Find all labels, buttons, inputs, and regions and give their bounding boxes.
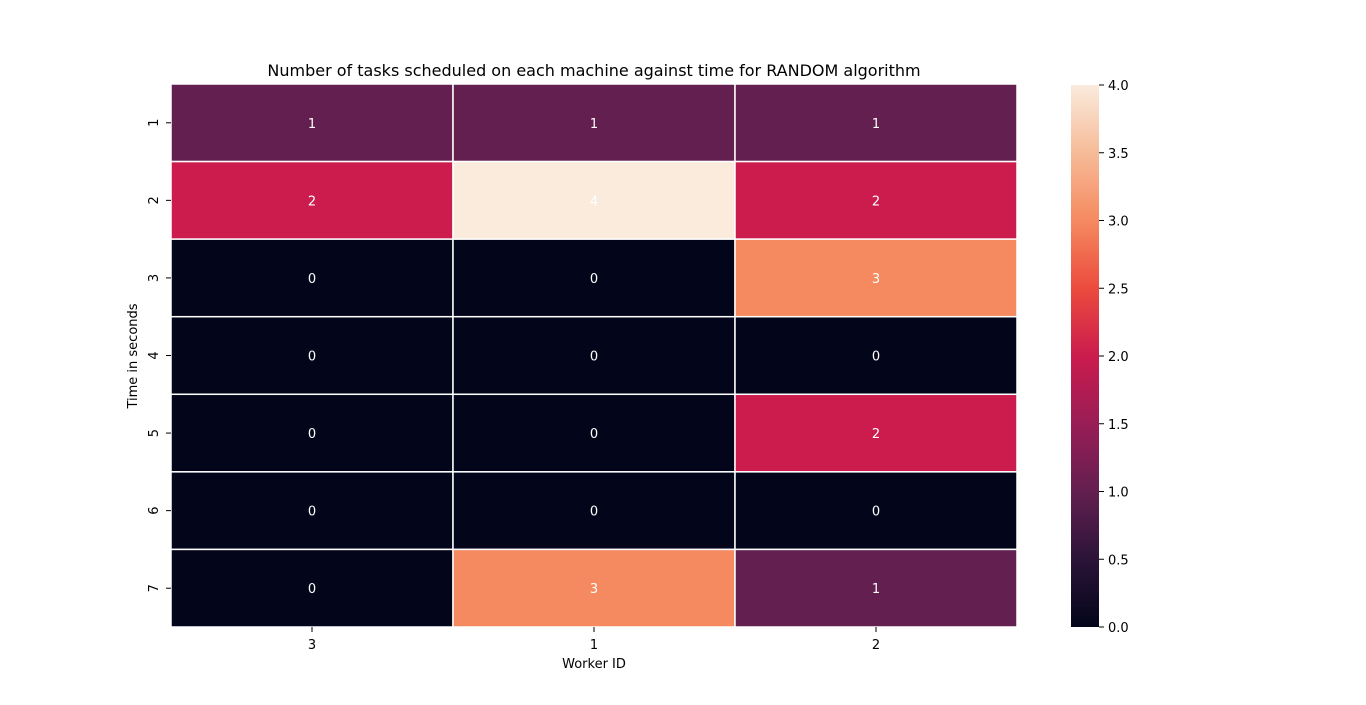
y-axis-label: Time in seconds: [126, 303, 141, 409]
y-tick-label: 2: [147, 196, 162, 204]
heatmap-cell: [452, 471, 736, 551]
y-tick-label: 3: [147, 274, 162, 282]
colorbar-tick-label: 4.0: [1108, 79, 1129, 94]
x-tick-label: 2: [872, 638, 880, 653]
heatmap-cell: [734, 471, 1018, 551]
cell-value-label: 0: [308, 427, 316, 442]
cell-value-label: 0: [590, 272, 598, 287]
cell-value-label: 0: [872, 505, 880, 520]
heatmap-cell: [734, 548, 1018, 628]
heatmap-cell: [734, 83, 1018, 163]
colorbar-tick-label: 0.5: [1108, 553, 1129, 568]
cell-value-label: 0: [308, 582, 316, 597]
colorbar-ticks: 0.0 0.5 1.0 1.5 2.0 2.5 3.0 3.5 4.0: [1099, 79, 1129, 636]
cell-value-label: 2: [872, 427, 880, 442]
heatmap-cell: [734, 315, 1018, 396]
heatmap-cell: [452, 83, 736, 163]
colorbar-tick-label: 2.0: [1108, 350, 1129, 365]
heatmap-cell: [452, 393, 736, 473]
y-tick-label: 6: [147, 507, 162, 515]
cell-value-label: 1: [590, 117, 598, 132]
cell-value-label: 0: [872, 350, 880, 365]
chart-title: Number of tasks scheduled on each machin…: [267, 61, 920, 80]
heatmap-cell: [452, 238, 736, 318]
cell-value-label: 1: [872, 117, 880, 132]
heatmap-cell-labels: 1 1 1 2 4 2 0 0 3 0 0 0 0 0 2 0 0 0 0 3 1: [308, 117, 880, 597]
cell-value-label: 1: [308, 117, 316, 132]
cell-value-label: 0: [308, 350, 316, 365]
heatmap-cell: [170, 83, 454, 163]
heatmap-cells: [170, 83, 1018, 628]
colorbar-tick-label: 2.5: [1108, 282, 1129, 297]
colorbar-tick-label: 1.5: [1108, 418, 1129, 433]
x-axis-label: Worker ID: [562, 657, 626, 672]
heatmap-cell: [170, 315, 454, 396]
colorbar-tick-label: 0.0: [1108, 621, 1129, 636]
y-tick-label: 7: [147, 584, 162, 592]
cell-value-label: 0: [308, 272, 316, 287]
x-tick-label: 1: [590, 638, 598, 653]
heatmap-cell: [452, 548, 736, 628]
heatmap-cell: [452, 160, 736, 240]
y-tick-label: 4: [147, 351, 162, 359]
cell-value-label: 3: [872, 272, 880, 287]
heatmap-cell: [734, 160, 1018, 240]
cell-value-label: 2: [308, 194, 316, 209]
heatmap-cell: [170, 393, 454, 473]
cell-value-label: 2: [872, 194, 880, 209]
x-axis-ticks: 3 1 2: [308, 627, 880, 653]
cell-value-label: 0: [590, 505, 598, 520]
colorbar: [1071, 85, 1099, 627]
cell-value-label: 3: [590, 582, 598, 597]
cell-value-label: 1: [872, 582, 880, 597]
cell-value-label: 0: [590, 427, 598, 442]
heatmap-cell: [170, 548, 454, 628]
x-tick-label: 3: [308, 638, 316, 653]
y-axis-ticks: 1 2 3 4 5 6 7: [147, 119, 171, 592]
colorbar-tick-label: 3.5: [1108, 147, 1129, 162]
heatmap-cell: [170, 160, 454, 240]
colorbar-tick-label: 1.0: [1108, 486, 1129, 501]
cell-value-label: 0: [308, 505, 316, 520]
y-tick-label: 5: [147, 429, 162, 437]
colorbar-tick-label: 3.0: [1108, 215, 1129, 230]
heatmap-cell: [734, 393, 1018, 473]
cell-value-label: 4: [590, 194, 598, 209]
cell-value-label: 0: [590, 350, 598, 365]
y-tick-label: 1: [147, 119, 162, 127]
